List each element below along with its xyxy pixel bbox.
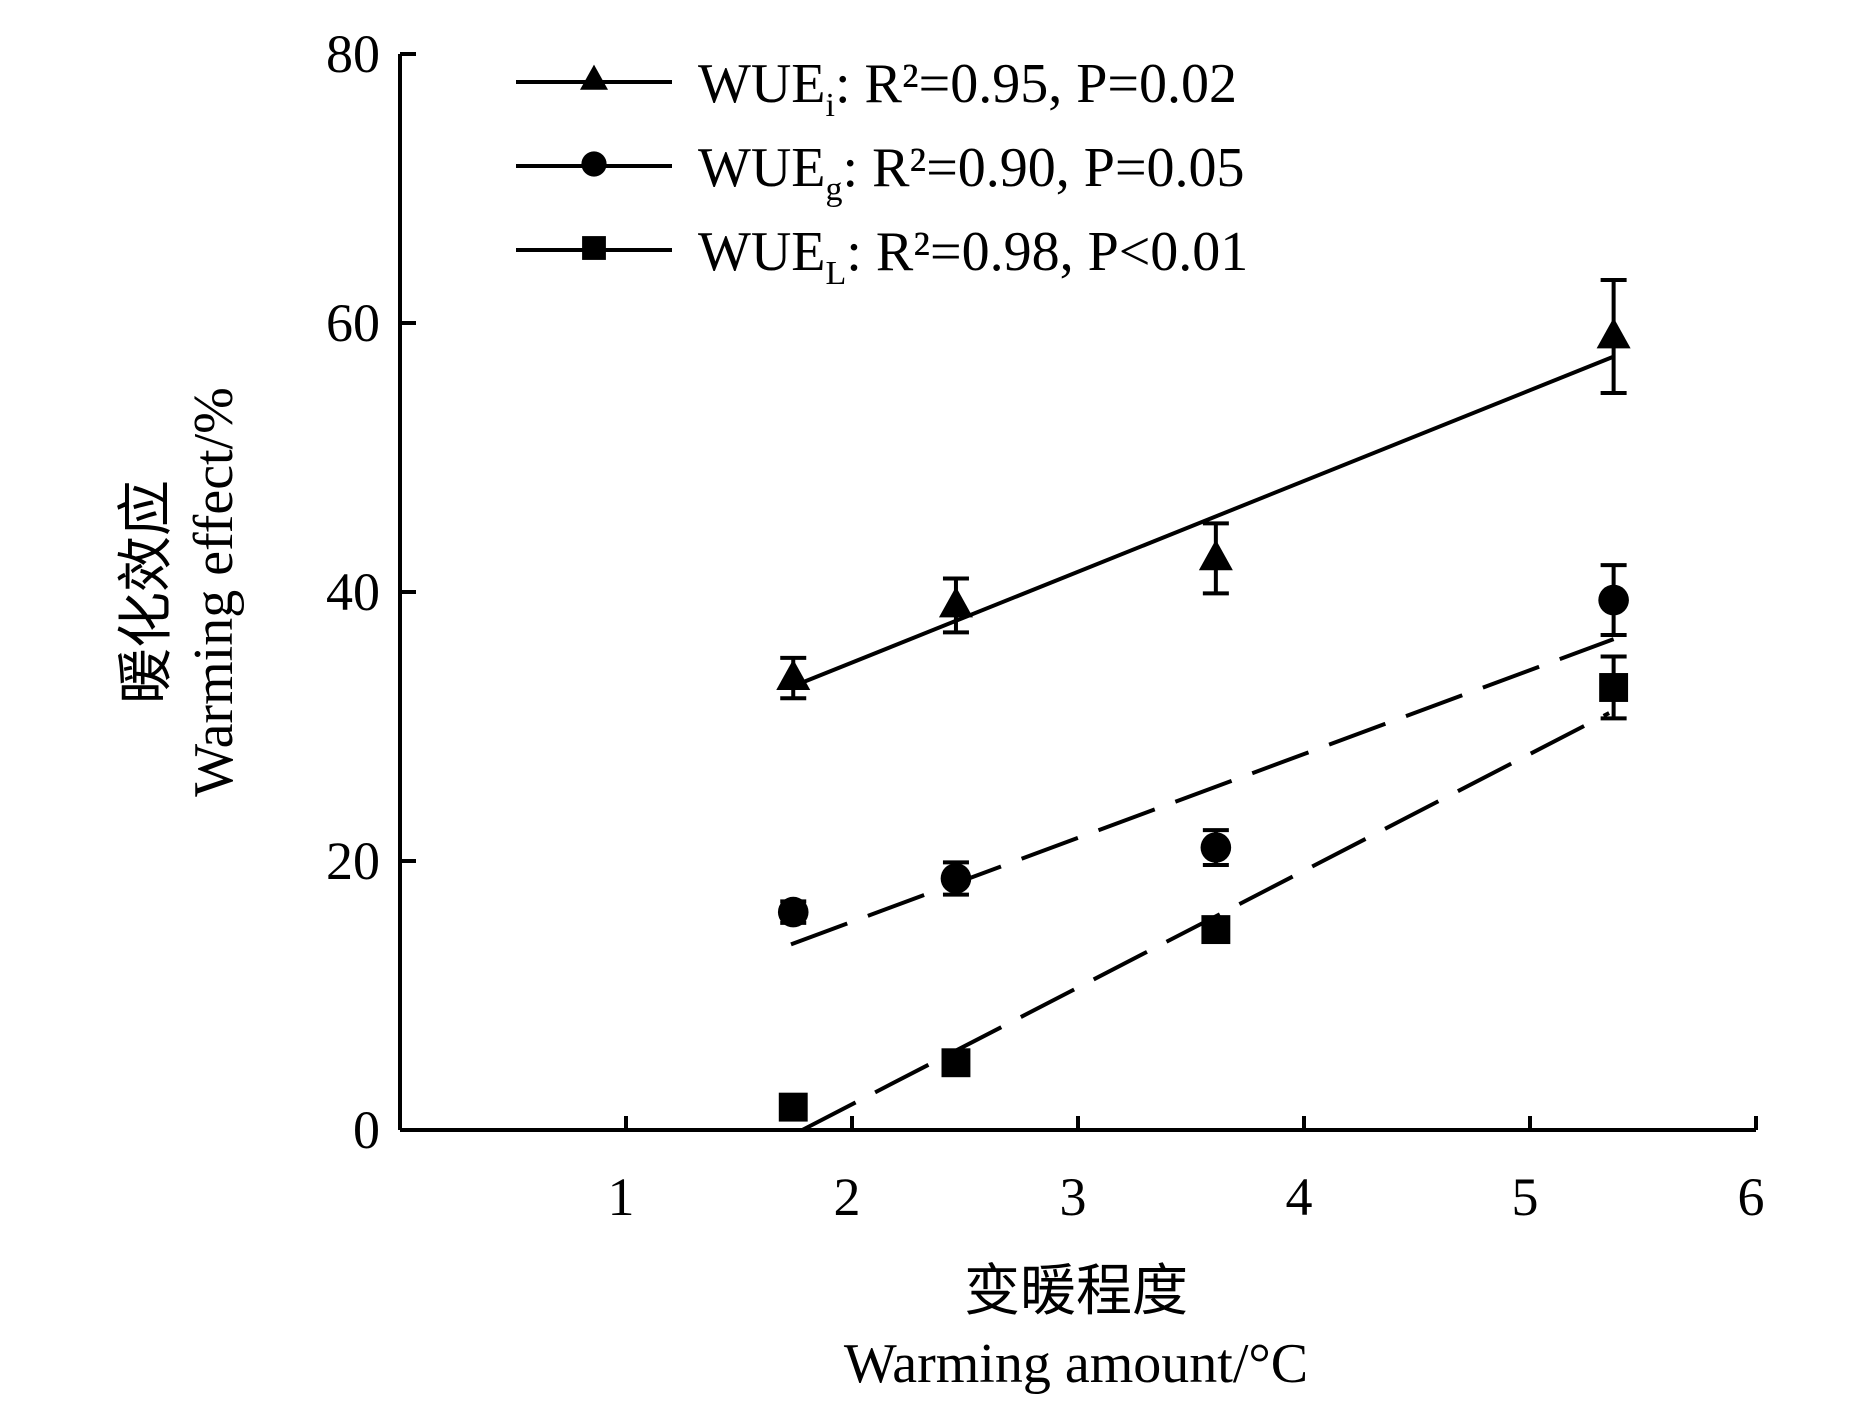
square-marker	[941, 1048, 971, 1078]
y-tick-label: 40	[326, 562, 380, 622]
triangle-marker	[1198, 539, 1233, 571]
legend-label-WUEL: WUEL: R²=0.98, P<0.01	[698, 221, 1248, 292]
x-tick-label: 6	[1738, 1167, 1765, 1227]
x-tick-label: 4	[1286, 1167, 1313, 1227]
x-tick-label: 3	[1060, 1167, 1087, 1227]
data-points	[776, 277, 1631, 1122]
square-marker	[1201, 915, 1231, 945]
triangle-marker	[1596, 317, 1631, 349]
square-marker	[1599, 673, 1629, 702]
x-tick-label: 2	[834, 1167, 861, 1227]
y-tick-label: 80	[326, 24, 380, 84]
y-axis-label: Warming effect/%	[183, 387, 245, 797]
square-marker	[582, 236, 606, 260]
x-tick-label: 1	[608, 1167, 635, 1227]
legend-label-WUEg: WUEg: R²=0.90, P=0.05	[698, 137, 1245, 208]
x-axis-label: Warming amount/°C	[844, 1333, 1308, 1395]
legend-label-WUEi: WUEi: R²=0.95, P=0.02	[698, 53, 1237, 124]
fit-line-WUEg	[790, 637, 1615, 947]
x-axis-label-cn: 变暖程度	[964, 1261, 1188, 1323]
triangle-marker	[580, 64, 608, 90]
square-marker	[778, 1092, 808, 1122]
y-axis-label-cn: 暖化效应	[116, 480, 178, 704]
circle-marker	[1598, 584, 1629, 616]
circle-marker	[777, 896, 809, 928]
triangle-marker	[938, 586, 973, 618]
x-tick-label: 5	[1512, 1167, 1539, 1227]
circle-marker	[940, 863, 972, 894]
circle-marker	[1200, 832, 1232, 863]
y-tick-label: 20	[326, 831, 380, 891]
y-tick-label: 60	[326, 293, 380, 353]
legend: WUEi: R²=0.95, P=0.02 WUEg: R²=0.90, P=0.…	[516, 53, 1248, 292]
triangle-marker	[776, 659, 811, 690]
fit-line-WUEi	[792, 354, 1615, 689]
fit-lines	[790, 354, 1615, 1132]
y-tick-label: 0	[353, 1100, 380, 1160]
circle-marker	[581, 151, 607, 177]
